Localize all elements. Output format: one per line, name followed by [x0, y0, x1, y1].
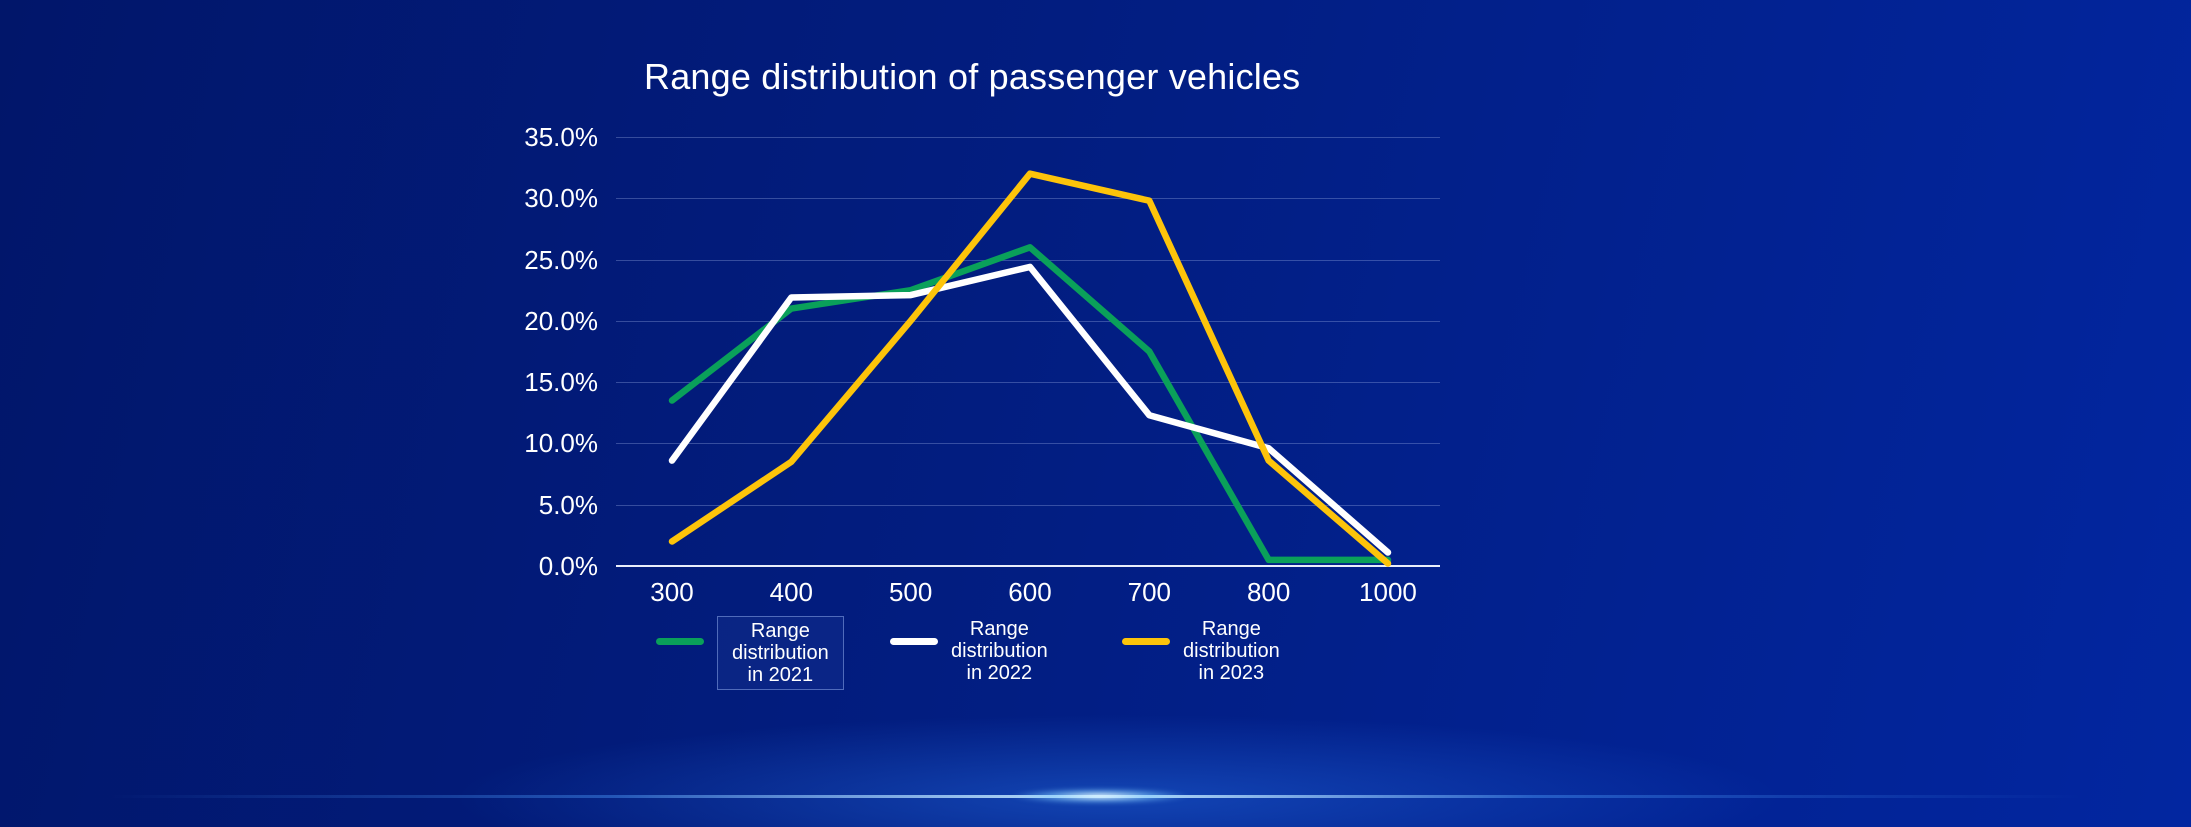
- legend-swatch-2022: [890, 638, 938, 645]
- x-tick-label: 600: [1008, 577, 1052, 607]
- gridline: [616, 504, 1440, 506]
- chart-title: Range distribution of passenger vehicles: [644, 56, 1301, 97]
- x-axis-line: [616, 565, 1440, 567]
- legend-item-2023[interactable]: Range distribution in 2023: [1122, 616, 1280, 684]
- x-tick-label: 300: [650, 577, 694, 607]
- legend-label-2023: Range distribution in 2023: [1183, 616, 1280, 684]
- y-tick-label: 10.0%: [524, 428, 598, 459]
- legend-label-line: in 2021: [747, 664, 814, 686]
- series-line-2022: [668, 263, 1392, 556]
- y-tick-label: 20.0%: [524, 305, 598, 336]
- legend-label-2022: Range distribution in 2022: [951, 616, 1048, 684]
- y-tick-label: 30.0%: [524, 183, 598, 214]
- y-tick-label: 15.0%: [524, 367, 598, 398]
- legend-label-line: in 2023: [1198, 662, 1265, 684]
- y-tick-label: 25.0%: [524, 244, 598, 275]
- legend-label-line: in 2022: [966, 662, 1033, 684]
- legend-label-2021: Range distribution in 2021: [717, 616, 844, 690]
- x-tick-label: 700: [1127, 577, 1171, 607]
- legend-label-line: distribution: [1183, 640, 1280, 662]
- gridline: [616, 136, 1440, 138]
- gridline: [616, 198, 1440, 200]
- y-tick-label: 5.0%: [538, 489, 598, 520]
- gridline: [616, 259, 1440, 261]
- x-tick-label: 800: [1246, 577, 1291, 607]
- legend-swatch-2023: [1122, 638, 1170, 645]
- legend-item-2021[interactable]: Range distribution in 2021: [656, 616, 844, 690]
- legend-item-2022[interactable]: Range distribution in 2022: [890, 616, 1048, 684]
- gridline: [616, 382, 1440, 384]
- x-tick-label: 1000: [1359, 577, 1417, 607]
- legend-label-line: Range: [750, 620, 810, 642]
- series-line-2023: [668, 170, 1392, 567]
- legend-label-line: distribution: [951, 640, 1048, 662]
- y-tick-label: 0.0%: [538, 551, 598, 581]
- x-tick-label: 400: [769, 577, 814, 607]
- legend-swatch-2021: [656, 638, 704, 645]
- legend-label-line: Range: [1201, 618, 1261, 640]
- gridline: [616, 320, 1440, 322]
- gridline: [616, 443, 1440, 445]
- legend-label-line: Range: [969, 618, 1029, 640]
- series-line-2021: [668, 244, 1392, 564]
- x-tick-label: 500: [888, 577, 933, 607]
- y-tick-label: 35.0%: [524, 121, 598, 152]
- legend-label-line: distribution: [732, 642, 829, 664]
